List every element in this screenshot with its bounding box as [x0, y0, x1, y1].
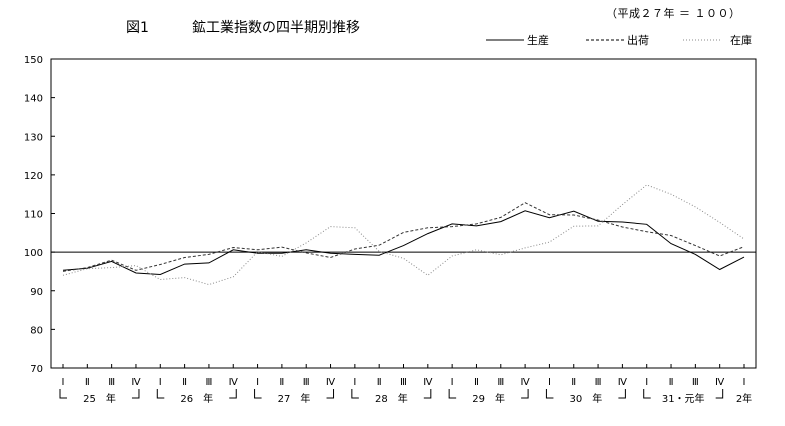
year-label: 2年 [736, 392, 752, 405]
x-tick-label: Ⅰ [645, 377, 648, 388]
y-tick-label: 130 [24, 132, 43, 143]
series-line-inventory [62, 184, 745, 286]
year-bracket-end [229, 389, 237, 399]
year-bracket-start [545, 389, 554, 399]
x-tick-label: Ⅳ [520, 377, 530, 388]
x-tick-label: Ⅳ [715, 377, 725, 388]
x-tick-label: Ⅳ [131, 377, 141, 388]
y-tick-label: 120 [24, 171, 43, 182]
x-tick-label: Ⅳ [618, 377, 628, 388]
year-label: 25 年 [83, 392, 116, 405]
chart-title: 鉱工業指数の四半期別推移 [192, 19, 360, 36]
year-bracket-end [521, 389, 529, 399]
year-bracket-start [448, 389, 457, 399]
x-tick-label: Ⅲ [303, 377, 310, 388]
series-line-shipments [62, 202, 745, 272]
year-bracket-end [131, 389, 140, 399]
y-tick-label: 140 [24, 94, 43, 105]
x-tick-label: Ⅰ [548, 377, 551, 388]
x-tick-label: Ⅱ [85, 377, 90, 388]
series-line-production [62, 210, 745, 276]
x-tick-label: Ⅰ [159, 377, 162, 388]
x-tick-label: Ⅰ [353, 377, 356, 388]
x-tick-label: Ⅲ [205, 377, 212, 388]
plot-frame [50, 58, 757, 369]
y-tick-label: 100 [24, 248, 43, 259]
year-bracket-start [59, 389, 67, 399]
y-axis: 70 80 90 100 110 120 130 140 150 [24, 55, 55, 375]
x-axis: Ⅰ Ⅱ Ⅲ Ⅳ Ⅰ Ⅱ Ⅲ Ⅳ Ⅰ Ⅱ Ⅲ Ⅳ Ⅰ Ⅱ Ⅲ Ⅳ Ⅰ Ⅱ Ⅲ Ⅳ Ⅰ Ⅱ Ⅲ Ⅳ Ⅰ Ⅱ Ⅲ Ⅳ Ⅰ 25 年 26 年 27 … [59, 364, 752, 405]
x-tick-label: Ⅱ [474, 377, 479, 388]
x-tick-label: Ⅳ [423, 377, 433, 388]
legend: 生産 出荷 在庫 [486, 33, 752, 47]
legend-label-inventory: 在庫 [730, 33, 752, 47]
year-label: 28 年 [375, 392, 408, 405]
year-bracket-start [254, 389, 262, 399]
x-tick-label: Ⅰ [62, 377, 65, 388]
year-bracket-end [618, 389, 626, 399]
year-label: 27 年 [278, 392, 311, 405]
x-tick-label: Ⅲ [108, 377, 115, 388]
year-bracket-end [423, 389, 432, 399]
x-tick-label: Ⅳ [229, 377, 239, 388]
year-label: 29 年 [472, 392, 505, 405]
y-tick-label: 70 [30, 364, 43, 375]
x-tick-label: Ⅱ [279, 377, 284, 388]
y-tick-label: 150 [24, 55, 43, 66]
year-bracket-end [715, 389, 724, 399]
x-tick-label: Ⅰ [256, 377, 259, 388]
x-tick-label: Ⅲ [692, 377, 699, 388]
year-bracket-start [156, 389, 165, 399]
figure-number: 図1 [126, 20, 149, 36]
y-tick-label: 80 [30, 325, 43, 336]
year-label: 26 年 [180, 392, 213, 405]
x-tick-label: Ⅰ [451, 377, 454, 388]
x-tick-label: Ⅱ [571, 377, 576, 388]
y-tick-label: 90 [30, 287, 43, 298]
x-tick-label: Ⅰ [743, 377, 746, 388]
x-tick-label: Ⅲ [595, 377, 602, 388]
x-tick-label: Ⅱ [669, 377, 674, 388]
legend-label-shipments: 出荷 [627, 33, 649, 47]
series-layer [62, 184, 745, 286]
base-year-note: （平成２７年 ＝ １００） [606, 6, 741, 20]
year-label: 30 年 [570, 392, 603, 405]
x-tick-label: Ⅲ [400, 377, 407, 388]
x-tick-label: Ⅲ [497, 377, 504, 388]
legend-label-production: 生産 [527, 33, 549, 47]
year-label: 31・元年 [662, 392, 705, 405]
year-bracket-start [643, 389, 651, 399]
x-tick-label: Ⅱ [182, 377, 187, 388]
year-bracket-end [326, 389, 335, 399]
y-tick-label: 110 [24, 210, 43, 221]
year-bracket-start [351, 389, 359, 399]
x-tick-label: Ⅱ [377, 377, 382, 388]
x-tick-label: Ⅳ [326, 377, 336, 388]
